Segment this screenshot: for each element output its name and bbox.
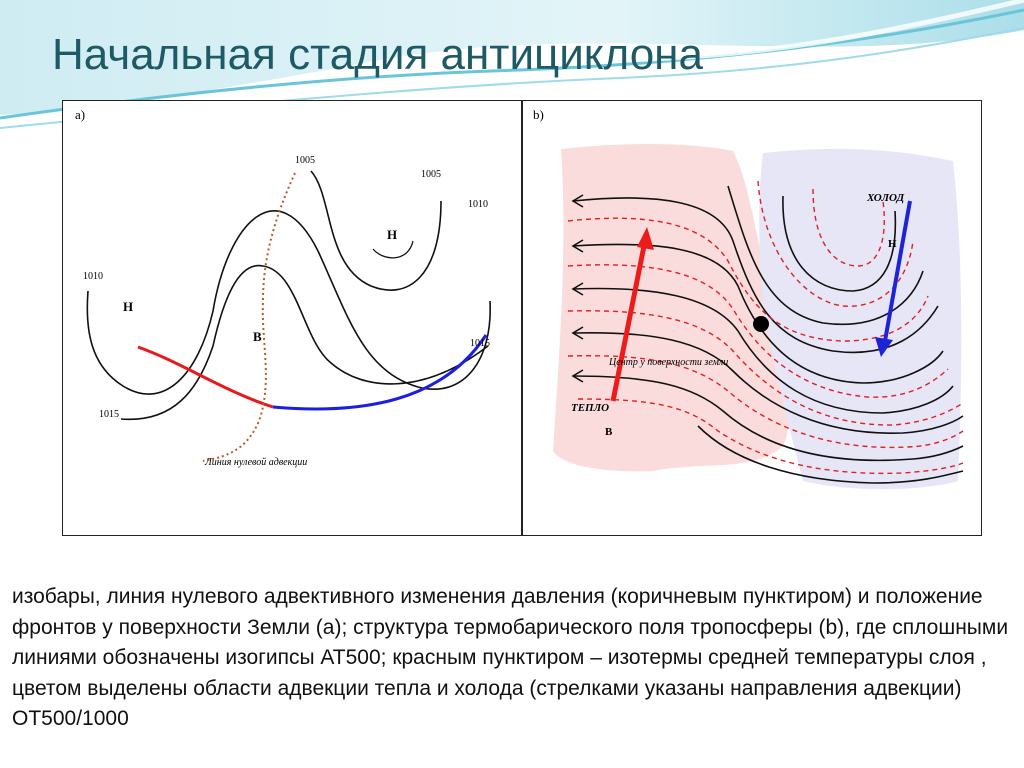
low-pressure-label: Н — [123, 299, 133, 314]
panel-b-label: b) — [533, 107, 544, 122]
slide-title: Начальная стадия антициклона — [52, 30, 703, 79]
warm-advection-area — [553, 144, 790, 472]
isotherms — [567, 180, 964, 475]
isobar-label: 1015 — [470, 338, 490, 349]
warm-label: ТЕПЛО — [571, 402, 609, 414]
panel-a: a) 1005 1005 1010 1010 1015 1015 Н Н В Л… — [62, 100, 522, 536]
isobar-label: 1010 — [83, 271, 103, 282]
warm-arrow-head — [637, 227, 654, 250]
cold-advection-area — [759, 148, 962, 490]
isobar-1015 — [120, 264, 489, 421]
isobar-label: 1010 — [468, 199, 488, 210]
isobar-label: 1015 — [99, 409, 119, 420]
high-label: В — [605, 426, 613, 438]
panel-a-label: a) — [75, 107, 85, 122]
isobar-label: 1005 — [295, 155, 315, 166]
warm-front — [137, 345, 274, 409]
zero-advection-label: Линия нулевой адвекции — [204, 457, 307, 468]
cold-front — [272, 334, 488, 411]
cold-advection-arrow — [883, 200, 912, 342]
cold-label: ХОЛОД — [866, 192, 905, 204]
isobar-1010 — [86, 210, 491, 395]
low-pressure-label: Н — [387, 227, 397, 242]
isobar-1005 — [310, 170, 442, 291]
caption-text: изобары, линия нулевого адвективного изм… — [12, 585, 1009, 730]
isobar-map: a) 1005 1005 1010 1010 1015 1015 Н Н В Л… — [75, 107, 491, 468]
figure: a) 1005 1005 1010 1010 1015 1015 Н Н В Л… — [62, 100, 982, 536]
panel-b: b) — [522, 100, 982, 536]
warm-advection-arrow — [610, 240, 648, 402]
thermobaric-map: b) — [533, 107, 964, 490]
isobar-inner — [372, 240, 414, 259]
cold-arrow-head — [875, 337, 893, 357]
isohypses — [572, 185, 964, 484]
zero-advection-line — [202, 172, 296, 462]
low-label: Н — [888, 238, 897, 250]
isobar-label: 1005 — [421, 169, 441, 180]
isohypse-arrowheads — [571, 194, 584, 383]
surface-center-dot — [753, 316, 769, 332]
high-pressure-label: В — [253, 329, 262, 344]
surface-center-label: Центр у поверхности земли — [608, 357, 728, 368]
